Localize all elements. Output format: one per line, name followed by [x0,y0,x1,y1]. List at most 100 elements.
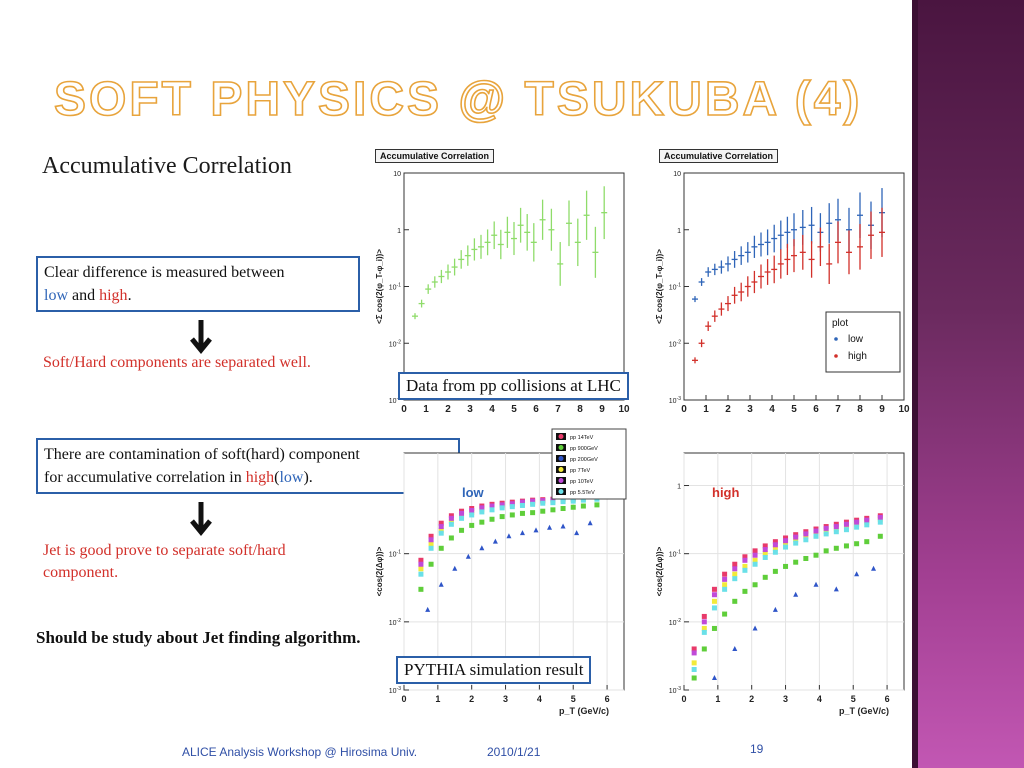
legend-label: low [848,334,864,345]
legend-marker [834,354,838,358]
data-point [793,559,799,565]
x-tick-label: 9 [599,404,605,415]
data-point [813,533,819,539]
data-point [438,581,444,587]
data-point [843,527,849,533]
data-point [691,650,697,656]
y-axis-label: <cos(2(Δφ))> [375,546,384,596]
data-point [580,503,586,509]
data-point [448,515,454,521]
data-point [752,557,758,563]
legend-box [825,311,901,373]
panel-label: high [712,485,739,500]
x-tick-label: 4 [817,694,822,704]
data-point [469,508,475,514]
finding-box-1-line1: Clear difference is measured between [44,264,285,281]
data-point [479,545,485,551]
finding-box-1-line2: low and high. [44,284,352,307]
data-point [550,500,556,506]
data-point [803,537,809,543]
data-point [530,501,536,507]
data-point [843,543,849,549]
legend-marker [558,467,564,472]
line2-prefix: for accumulative correlation in [44,469,246,486]
y-tick-label: 1 [397,228,401,235]
and-text: and [68,287,100,304]
simulation-caption: PYTHIA simulation result [396,656,592,684]
y-axis-label: <cos(2(Δφ))> [655,546,664,596]
legend-label: pp 900GeV [570,446,598,452]
x-tick-label: 2 [469,694,474,704]
data-point [722,576,728,582]
x-tick-label: 6 [533,404,539,415]
x-tick-label: 1 [423,404,429,415]
data-point [793,591,799,597]
legend-label: pp 5.5TeV [570,490,595,496]
x-tick-label: 0 [681,404,687,415]
data-point [425,606,431,612]
data-point [783,538,789,544]
data-point [469,522,475,528]
x-tick-label: 5 [851,694,856,704]
data-point [711,586,717,592]
data-point [479,505,485,511]
data-point [418,571,424,577]
legend-label: pp 14TeV [570,435,594,441]
data-point [722,582,728,588]
data-point [492,538,498,544]
data-point [479,519,485,525]
finding-box-2-line2: for accumulative correlation in high(low… [44,466,452,489]
footer-event: ALICE Analysis Workshop @ Hirosima Univ. [182,745,418,759]
arrow-down-icon [190,320,212,354]
data-point [732,598,738,604]
footer-date: 2010/1/21 [487,745,541,759]
pythia-chart-high: 0 1 2 3 4 5 6 10-3 10-2 10-1 1 <cos(2(Δφ))> p_T (GeV… [655,452,905,716]
x-tick-label: 2 [749,694,754,704]
legend-marker [834,337,838,341]
y-tick-label: 10-2 [389,339,401,348]
data-point [793,540,799,546]
plot-frame [403,172,625,401]
data-point [772,539,778,545]
x-tick-label: 3 [503,694,508,704]
data-point [448,518,454,524]
data-point [509,512,515,518]
low-label: low [44,287,68,304]
data-point [823,525,829,531]
arrow-down-icon [190,502,212,536]
pythia-chart-low: 0 1 2 3 4 5 6 10-3 10-2 10-1 <cos(2(Δφ))> p_T (GeV/… [375,428,627,716]
sidebar-stripe [912,0,918,768]
data-point [854,524,860,530]
data-point [418,586,424,592]
data-point [854,541,860,547]
data-point [438,545,444,551]
panel-label: low [462,485,485,500]
data-point [793,537,799,543]
x-tick-label: 3 [747,404,753,415]
x-tick-label: 10 [618,404,630,415]
data-point [732,561,738,567]
data-point [701,625,707,631]
data-point [560,499,566,505]
x-tick-label: 0 [401,404,407,415]
data-point [732,576,738,582]
data-point [499,505,505,511]
data-point [772,542,778,548]
data-point [762,551,768,557]
data-point [854,519,860,525]
data-point [691,660,697,666]
legend-marker [558,456,564,461]
x-tick-label: 8 [577,404,583,415]
data-point [428,541,434,547]
data-point [428,533,434,539]
data-point [452,565,458,571]
data-point [833,545,839,551]
data-point [499,514,505,520]
x-tick-label: 4 [769,404,775,415]
y-tick-label: 1 [677,484,681,491]
data-point [877,514,883,520]
data-point [752,561,758,567]
data-point [803,531,809,537]
data-point [509,501,515,507]
data-point [509,504,515,510]
